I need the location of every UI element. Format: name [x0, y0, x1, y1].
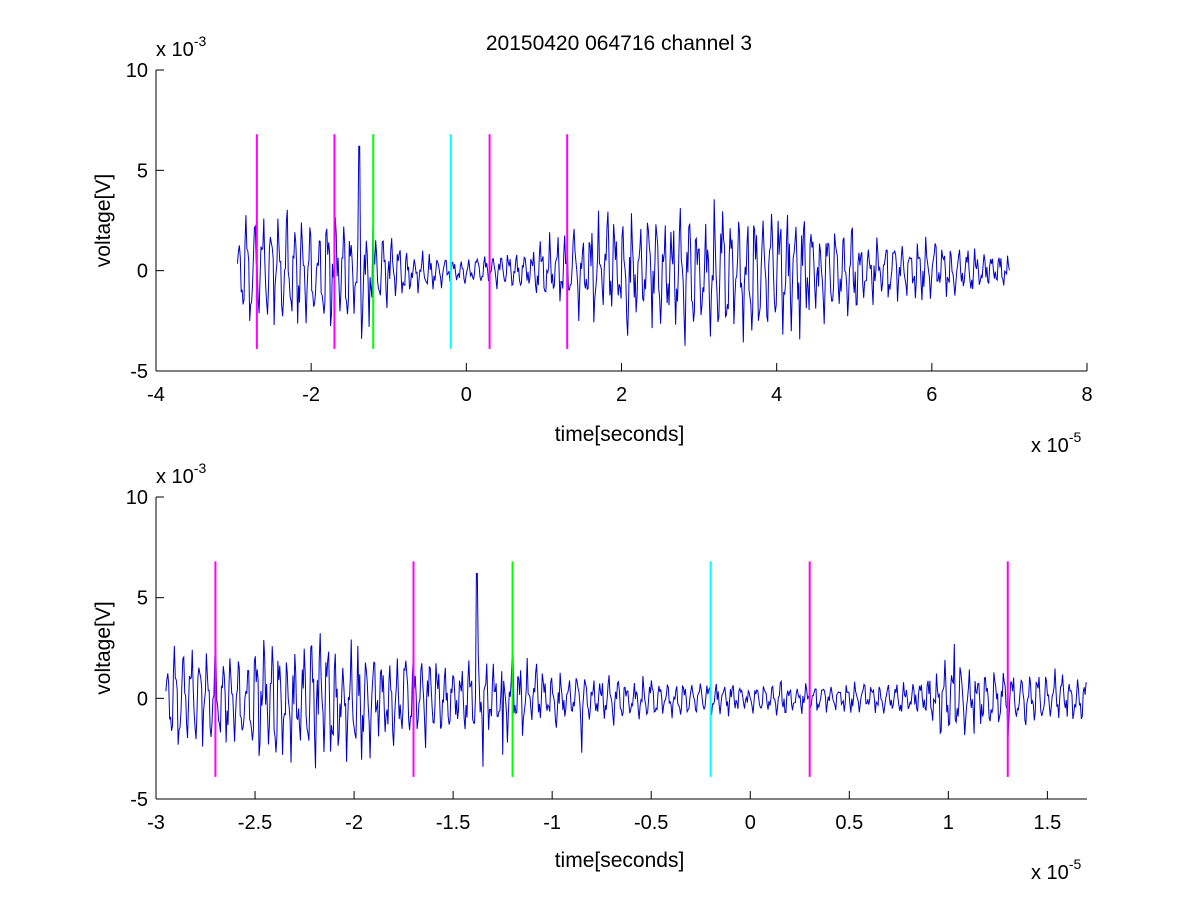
x-tick-label: -1.5 [436, 812, 470, 834]
x-exponent-base: x 10 [1031, 435, 1069, 457]
x-exponent-power: -5 [1069, 856, 1082, 872]
x-tick-label: -2 [345, 812, 363, 834]
y-tick-label: 10 [126, 487, 148, 509]
x-tick-label: 0.5 [835, 812, 863, 834]
y-tick-label: -5 [130, 361, 148, 383]
y-tick-label: 10 [126, 60, 148, 82]
y-tick-label: -5 [130, 789, 148, 811]
x-tick-label: 1 [943, 812, 954, 834]
y-tick-label: 0 [137, 261, 148, 283]
y-tick-label: 0 [137, 688, 148, 710]
top-subplot: -4 -2 0 2 4 6 8 -5 0 5 10 time[seconds] voltage[V] x … [92, 33, 1093, 457]
x-tick-label: 0 [745, 812, 756, 834]
x-exponent-label: x 10-5 [1031, 856, 1081, 884]
x-tick-label: 2 [616, 384, 627, 406]
figure-title: 20150420 064716 channel 3 [486, 32, 752, 55]
x-exponent-label: x 10-5 [1031, 429, 1081, 457]
x-tick-label: 0 [461, 384, 472, 406]
y-exponent-power: -3 [194, 460, 207, 476]
x-tick-label: -0.5 [634, 812, 668, 834]
voltage-trace [236, 145, 1010, 346]
x-tick-label: -2 [302, 384, 320, 406]
y-exponent-label: x 10-3 [156, 33, 206, 61]
x-tick-label: 1.5 [1033, 812, 1061, 834]
y-axis-label: voltage[V] [92, 174, 115, 267]
x-tick-label: -2.5 [238, 812, 272, 834]
bottom-subplot: -3 -2.5 -2 -1.5 -1 -0.5 0 0.5 1 1.5 -5 0 5 10 time[sec… [92, 460, 1087, 884]
y-tick-label: 5 [137, 588, 148, 610]
y-exponent-base: x 10 [156, 39, 194, 61]
x-tick-label: -3 [147, 812, 165, 834]
x-tick-label: 8 [1081, 384, 1092, 406]
x-axis-label: time[seconds] [555, 423, 685, 446]
voltage-trace [165, 573, 1087, 769]
x-tick-label: -4 [147, 384, 165, 406]
x-exponent-power: -5 [1069, 429, 1082, 445]
x-tick-label: -1 [543, 812, 561, 834]
x-tick-label: 6 [926, 384, 937, 406]
y-tick-label: 5 [137, 160, 148, 182]
y-exponent-base: x 10 [156, 466, 194, 488]
x-tick-label: 4 [771, 384, 782, 406]
x-exponent-base: x 10 [1031, 862, 1069, 884]
x-axis-label: time[seconds] [555, 849, 685, 872]
y-exponent-power: -3 [194, 33, 207, 49]
y-axis-label: voltage[V] [92, 601, 115, 694]
y-exponent-label: x 10-3 [156, 460, 206, 488]
